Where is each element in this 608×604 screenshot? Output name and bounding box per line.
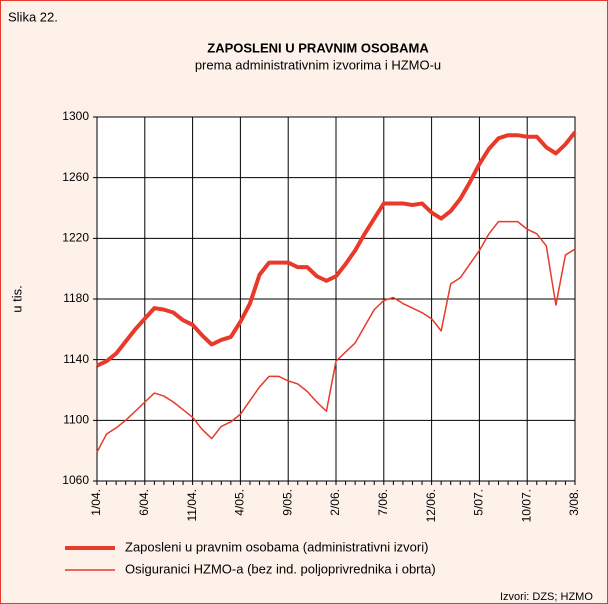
- chart-title: ZAPOSLENI U PRAVNIM OSOBAMA: [207, 40, 429, 55]
- y-tick-label: 1060: [62, 473, 89, 487]
- x-tick-label: 7/06.: [376, 489, 390, 516]
- x-tick-label: 12/06.: [424, 489, 438, 522]
- legend-label: Osiguranici HZMO-a (bez ind. poljoprivre…: [125, 561, 436, 576]
- x-tick-label: 5/07.: [472, 489, 486, 516]
- x-tick-label: 4/05.: [233, 489, 247, 516]
- x-tick-label: 10/07.: [519, 489, 533, 522]
- y-tick-label: 1180: [63, 291, 89, 305]
- x-tick-label: 3/08.: [567, 489, 581, 516]
- x-tick-label: 2/06.: [328, 489, 342, 516]
- series-line: [96, 130, 577, 368]
- y-tick-label: 1300: [62, 109, 89, 123]
- y-axis-label: u tis.: [9, 285, 24, 312]
- x-tick-label: 11/04.: [185, 489, 199, 521]
- source: Izvori: DZS; HZMO: [500, 591, 593, 603]
- legend-label: Zaposleni u pravnim osobama (administrat…: [125, 539, 428, 554]
- chart-subtitle: prema administrativnim izvorima i HZMO-u: [195, 57, 441, 72]
- figure-label: Slika 22.: [8, 9, 58, 24]
- y-tick-label: 1100: [63, 413, 89, 427]
- x-tick-label: 1/04.: [89, 489, 103, 516]
- y-tick-label: 1140: [63, 352, 89, 366]
- y-tick-label: 1220: [62, 231, 89, 245]
- plot-border: [96, 116, 576, 482]
- x-tick-label: 6/04.: [137, 489, 151, 516]
- series-line: [96, 220, 576, 453]
- x-tick-label: 9/05.: [280, 489, 294, 516]
- y-tick-label: 1260: [62, 170, 89, 184]
